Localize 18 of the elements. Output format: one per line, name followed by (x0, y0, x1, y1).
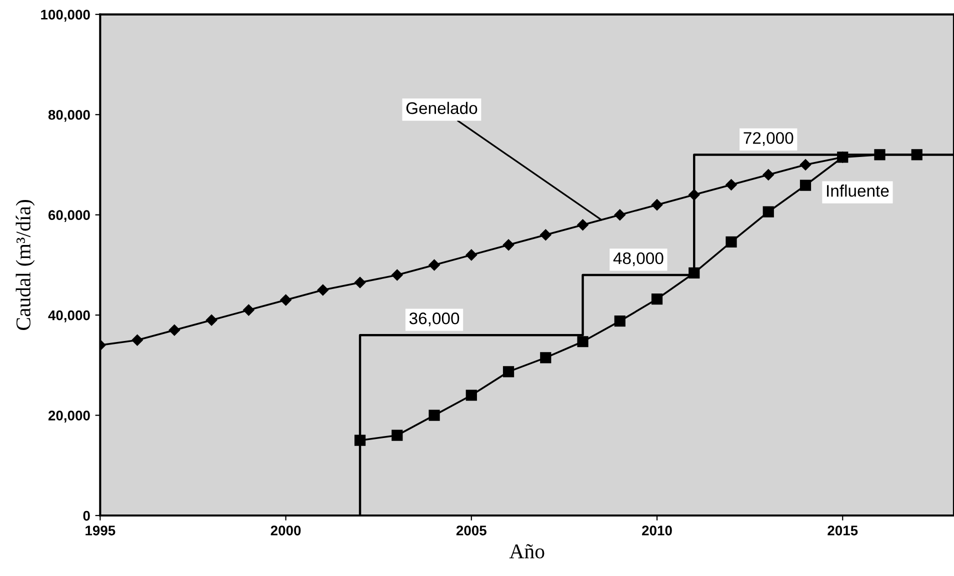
y-axis-title: Caudal (m³/día) (16, 200, 35, 330)
x-tick-label: 2000 (270, 526, 301, 536)
x-tick-label: 2015 (828, 526, 858, 536)
y-tick-label: 80,000 (48, 110, 90, 122)
x-tick-label: 2010 (642, 526, 672, 536)
x-tick-label: 1995 (86, 526, 116, 536)
annotation: 72,000 (744, 132, 794, 146)
annotation: 48,000 (613, 252, 664, 266)
y-tick-label: 20,000 (48, 410, 90, 422)
annotation: 36,000 (409, 312, 460, 326)
y-tick-label: 60,000 (48, 210, 90, 222)
x-axis-title: Año (509, 544, 544, 558)
y-tick-label: 0 (83, 510, 90, 521)
series-label: Influente (827, 184, 889, 197)
y-tick-label: 100,000 (41, 10, 90, 22)
text: Genelado (406, 102, 478, 114)
y-tick-label: 40,000 (48, 310, 90, 322)
x-tick-label: 2005 (456, 526, 486, 536)
